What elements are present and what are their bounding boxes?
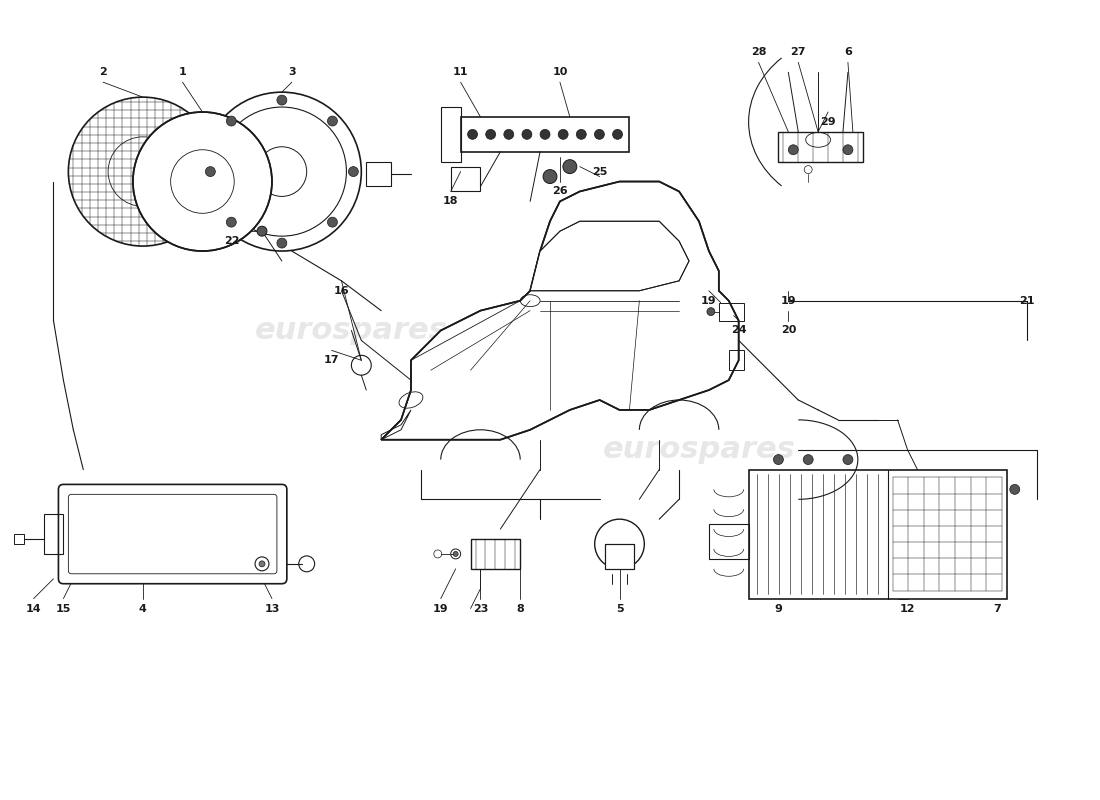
Text: 17: 17 [323, 355, 339, 366]
Circle shape [773, 454, 783, 465]
Bar [779, 132, 862, 162]
Text: 26: 26 [552, 186, 568, 197]
Circle shape [277, 95, 287, 105]
Text: 18: 18 [443, 196, 459, 206]
Text: 28: 28 [751, 47, 767, 58]
Circle shape [803, 454, 813, 465]
Text: 13: 13 [264, 603, 279, 614]
Polygon shape [530, 222, 689, 290]
Circle shape [453, 551, 458, 557]
Text: 3: 3 [288, 67, 296, 78]
Circle shape [576, 130, 586, 139]
Text: 15: 15 [56, 603, 72, 614]
Circle shape [558, 130, 568, 139]
Circle shape [227, 217, 236, 227]
Text: 19: 19 [433, 603, 449, 614]
Bar [718, 302, 744, 321]
Polygon shape [382, 182, 739, 440]
Circle shape [133, 112, 272, 251]
Text: 25: 25 [592, 166, 607, 177]
Bar [605, 544, 635, 569]
Text: 11: 11 [453, 67, 469, 78]
Bar [471, 539, 520, 569]
Text: 23: 23 [473, 603, 488, 614]
Text: 10: 10 [552, 67, 568, 78]
Circle shape [258, 561, 265, 567]
Text: 27: 27 [791, 47, 806, 58]
Text: 21: 21 [1019, 296, 1034, 306]
Bar [14, 534, 24, 544]
Circle shape [789, 145, 799, 154]
Circle shape [349, 166, 359, 177]
Text: 2: 2 [99, 67, 107, 78]
Circle shape [486, 130, 496, 139]
Text: 22: 22 [224, 236, 240, 246]
Circle shape [227, 116, 236, 126]
Bar [605, 544, 635, 569]
Circle shape [843, 454, 852, 465]
Circle shape [328, 217, 338, 227]
Circle shape [521, 130, 532, 139]
Bar [728, 350, 744, 370]
Text: 4: 4 [139, 603, 146, 614]
Text: 20: 20 [781, 326, 796, 335]
Text: 19: 19 [781, 296, 796, 306]
Circle shape [563, 160, 576, 174]
Circle shape [540, 130, 550, 139]
Bar [441, 107, 461, 162]
Circle shape [277, 238, 287, 248]
Bar [366, 162, 392, 186]
Text: 19: 19 [701, 296, 717, 306]
Circle shape [504, 130, 514, 139]
Circle shape [843, 145, 852, 154]
Text: 29: 29 [821, 117, 836, 127]
Bar [461, 117, 629, 152]
Circle shape [206, 166, 216, 177]
Text: eurospares: eurospares [255, 316, 448, 345]
Text: 6: 6 [844, 47, 851, 58]
Text: 12: 12 [900, 603, 915, 614]
FancyBboxPatch shape [58, 485, 287, 584]
Circle shape [1010, 485, 1020, 494]
Bar [451, 166, 481, 191]
Text: 14: 14 [25, 603, 42, 614]
Text: 9: 9 [774, 603, 782, 614]
Circle shape [543, 170, 557, 183]
Circle shape [613, 130, 623, 139]
Text: 1: 1 [178, 67, 186, 78]
Text: 24: 24 [730, 326, 747, 335]
Bar [749, 470, 1006, 598]
Circle shape [707, 308, 715, 315]
Circle shape [594, 130, 604, 139]
Text: 7: 7 [993, 603, 1001, 614]
FancyBboxPatch shape [68, 494, 277, 574]
Text: 16: 16 [333, 286, 350, 296]
Circle shape [257, 226, 267, 236]
Circle shape [468, 130, 477, 139]
Bar [44, 514, 64, 554]
Text: 8: 8 [516, 603, 524, 614]
Bar [708, 524, 749, 559]
Text: 5: 5 [616, 603, 624, 614]
Text: eurospares: eurospares [603, 435, 795, 464]
Circle shape [328, 116, 338, 126]
